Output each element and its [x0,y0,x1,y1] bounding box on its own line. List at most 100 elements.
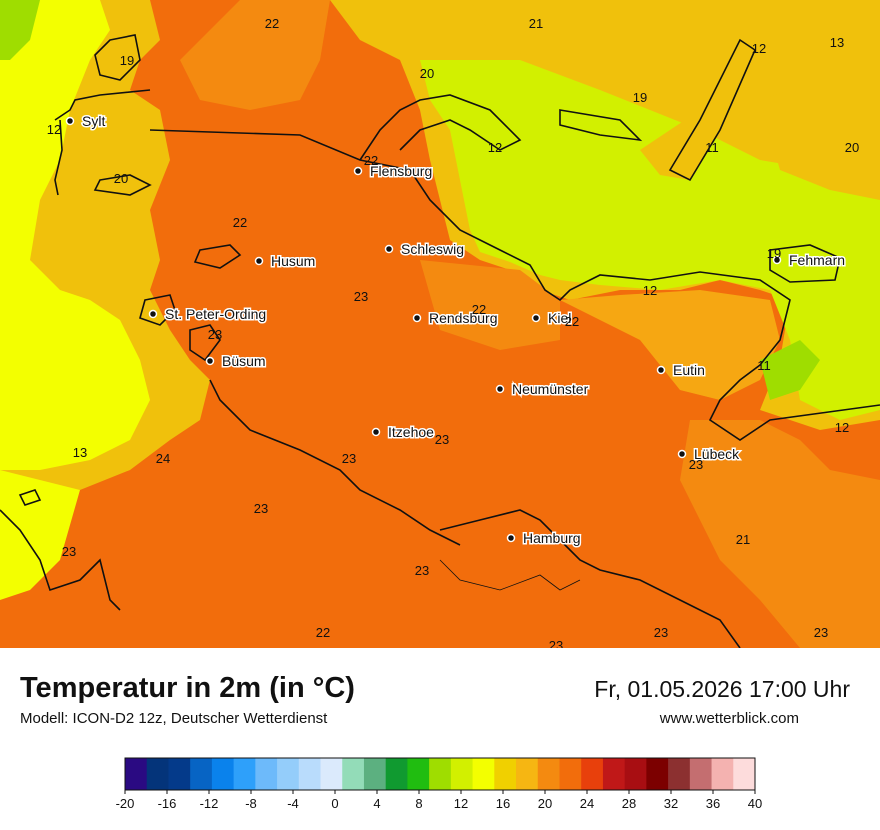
city-marker [65,116,75,126]
legend-color-swatch [320,758,343,790]
legend-tick-label: 36 [706,796,720,811]
legend-tick-label: 40 [748,796,762,811]
city-marker [384,244,394,254]
temperature-value: 12 [643,283,657,298]
temperature-value: 12 [752,41,766,56]
city-marker [531,313,541,323]
legend-tick-label: -4 [287,796,299,811]
temperature-value: 11 [757,358,771,373]
city-label: Fehmarn [789,252,845,268]
city-label: Husum [271,253,315,269]
legend-tick-label: -16 [158,796,177,811]
website-link[interactable]: www.wetterblick.com [659,710,799,727]
legend-color-swatch [581,758,604,790]
temperature-value: 23 [342,451,356,466]
legend-tick-label: 4 [373,796,380,811]
legend-tick-label: 12 [454,796,468,811]
temperature-value: 22 [265,16,279,31]
temperature-value: 20 [845,140,859,155]
city-marker [353,166,363,176]
temperature-value: 24 [156,451,170,466]
legend-color-swatch [429,758,452,790]
legend-color-swatch [733,758,756,790]
legend-tick-label: 16 [496,796,510,811]
temperature-value: 21 [736,532,750,547]
legend-color-swatch [516,758,539,790]
legend-color-swatch [559,758,582,790]
city-label: Lübeck [694,446,740,462]
temperature-value: 23 [549,638,563,648]
temperature-value: 19 [767,246,781,261]
temperature-value: 19 [120,53,134,68]
legend-tick-label: 0 [331,796,338,811]
city-label: Hamburg [523,530,581,546]
legend-color-swatch [407,758,430,790]
legend-tick-label: 20 [538,796,552,811]
model-info: Modell: ICON-D2 12z, Deutscher Wetterdie… [20,710,328,727]
temperature-value: 22 [233,215,247,230]
temperature-value: 12 [835,420,849,435]
legend-color-swatch [168,758,191,790]
legend-color-swatch [450,758,474,790]
legend-tick-label: 32 [664,796,678,811]
legend-color-swatch [146,758,169,790]
legend-color-swatch [689,758,713,790]
city-label: Eutin [673,362,705,378]
city-marker [656,365,666,375]
legend-color-swatch [298,758,322,790]
city-label: Rendsburg [429,310,498,326]
city-label: Neumünster [512,381,589,397]
city-marker [495,384,505,394]
temperature-value: 12 [47,122,61,137]
legend-color-swatch [190,758,213,790]
temperature-map: Sylt Flensburg Schleswig Husum St. Peter-Ord… [0,0,880,648]
legend-border [124,757,756,791]
legend-color-swatch [363,758,387,790]
temperature-value: 20 [114,171,128,186]
legend-color-swatch [494,758,517,790]
legend-color-swatch [233,758,256,790]
temperature-value: 23 [354,289,368,304]
temperature-value: 13 [73,445,87,460]
temperature-value: 22 [565,314,579,329]
temperature-value: 23 [62,544,76,559]
temperature-value: 23 [208,327,222,342]
temperature-value: 22 [472,302,486,317]
legend-color-swatch [342,758,365,790]
temperature-value: 23 [415,563,429,578]
legend-color-swatch [211,758,235,790]
legend-color-swatch [602,758,626,790]
temperature-value: 11 [705,140,719,155]
city-marker [677,449,687,459]
legend-color-swatch [668,758,691,790]
legend-color-swatch [125,758,148,790]
city-marker [148,309,158,319]
temperature-value: 22 [316,625,330,640]
city-label: Sylt [82,113,105,129]
temperature-value: 19 [633,90,647,105]
temperature-value: 23 [689,457,703,472]
city-label: Kiel [548,310,571,326]
map-title: Temperatur in 2m (in °C) [20,672,355,704]
city-label: Büsum [222,353,266,369]
legend-tick-label: -8 [245,796,257,811]
color-legend: -20 -16 -12 -8 -4 0 4 8 12 16 20 24 28 32 36 40 [116,757,762,811]
legend-tick-label: -20 [116,796,135,811]
city-label: Schleswig [401,241,464,257]
legend-color-swatch [624,758,647,790]
legend-tick-label: 24 [580,796,594,811]
temperature-value: 23 [654,625,668,640]
city-marker [412,313,422,323]
legend-color-swatch [711,758,734,790]
legend-tick-label: 28 [622,796,636,811]
city-marker [254,256,264,266]
legend-color-swatch [255,758,278,790]
legend-tick-label: 8 [415,796,422,811]
legend-color-swatch [472,758,495,790]
city-marker [205,356,215,366]
city-marker [371,427,381,437]
temperature-value: 23 [814,625,828,640]
temperature-value: 20 [420,66,434,81]
temperature-value: 23 [435,432,449,447]
city-marker [506,533,516,543]
